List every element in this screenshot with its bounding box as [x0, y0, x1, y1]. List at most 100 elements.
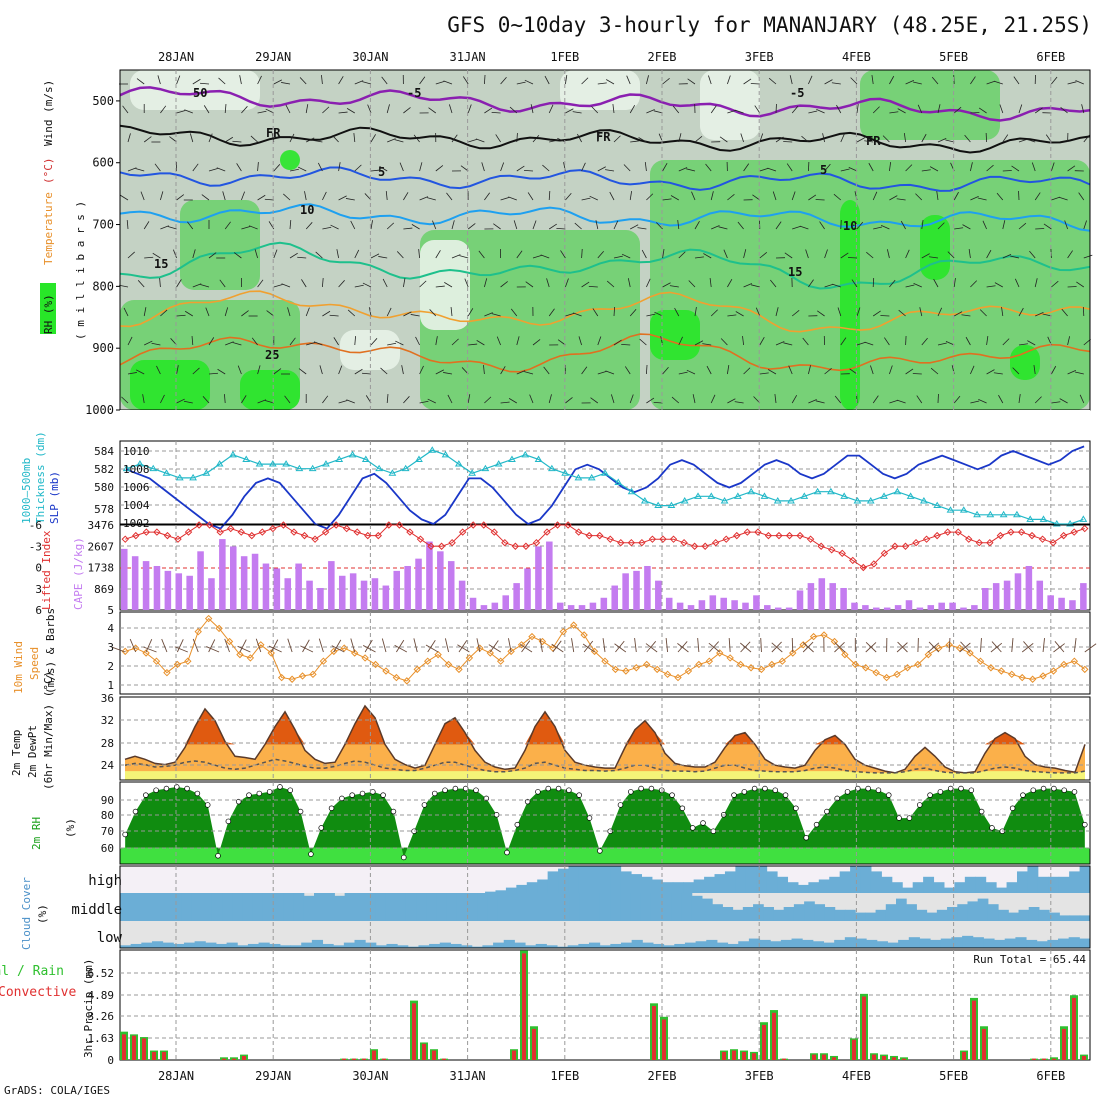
- wind-barb: [864, 341, 874, 346]
- wind-barb: [953, 191, 959, 201]
- wind-barb: [289, 337, 296, 346]
- lifted-index-point: [174, 535, 182, 543]
- cloud-bar: [477, 893, 489, 921]
- cloud-bar: [183, 942, 196, 948]
- wind-barb: [615, 640, 625, 653]
- wind-barb: [672, 105, 680, 114]
- wind-barb: [399, 162, 404, 172]
- precip-tick: 0: [107, 1054, 114, 1067]
- rh-point: [1061, 787, 1067, 793]
- cape-bar: [665, 597, 673, 610]
- thickness-point: [322, 460, 330, 467]
- wind-barb: [677, 641, 688, 653]
- cloud-bar: [568, 866, 580, 893]
- wind-speed-point: [935, 644, 943, 652]
- wind-speed-point: [319, 657, 328, 665]
- cloud-bar: [898, 939, 910, 948]
- wind-barb: [678, 371, 688, 375]
- cloud-bar: [485, 891, 496, 893]
- slp-tick: 1008: [123, 463, 150, 476]
- rh-point: [184, 785, 190, 792]
- cloud-bar: [567, 945, 579, 948]
- wind-barb: [338, 195, 347, 201]
- precip-tick: 3.26: [88, 1010, 115, 1023]
- precip-convective-bar: [512, 1050, 516, 1060]
- wind-barb: [160, 309, 168, 317]
- cape-bar: [818, 578, 826, 610]
- wind-barb: [144, 340, 153, 346]
- wind-barb: [313, 140, 323, 143]
- rh-region: [240, 370, 300, 410]
- cloud-bar: [933, 882, 945, 893]
- cloud-bar: [1004, 938, 1016, 948]
- wind-barb: [174, 646, 188, 653]
- cloud-bar: [467, 893, 478, 921]
- thickness-point: [893, 487, 902, 495]
- wind-barb: [451, 134, 458, 143]
- cloud-label: Cloud Cover: [20, 877, 33, 950]
- rh-point: [545, 785, 551, 792]
- cloud-bar: [247, 943, 260, 948]
- rh-point: [1040, 785, 1047, 792]
- lifted-index-point: [996, 531, 1005, 540]
- lifted-index-point: [743, 528, 752, 536]
- thickness-point: [827, 487, 835, 495]
- wind-barb: [727, 279, 733, 288]
- wind-barb: [241, 226, 251, 230]
- cape-bar: [480, 605, 488, 610]
- rh-point: [194, 790, 201, 797]
- wind-speed-point: [987, 664, 995, 672]
- wind-speed-point: [163, 668, 171, 677]
- wind-barb: [524, 371, 534, 375]
- wind-barb: [467, 223, 476, 230]
- wind-barb: [250, 135, 258, 143]
- cloud-bar: [793, 904, 805, 921]
- wind-barb: [239, 75, 242, 85]
- wind-barb: [662, 163, 668, 172]
- wind-barb: [301, 279, 307, 288]
- cape-bar: [317, 587, 324, 610]
- wind-barb: [671, 396, 680, 404]
- wind-barb: [137, 280, 145, 288]
- wind-speed-point: [277, 673, 286, 682]
- wind-speed-point: [121, 647, 129, 656]
- date-label-top: 28JAN: [158, 50, 194, 64]
- rh-region: [650, 310, 700, 360]
- wind-barb: [354, 335, 356, 346]
- lifted-index-point: [954, 528, 962, 536]
- rh-point: [772, 787, 779, 793]
- wind-barb: [641, 249, 647, 259]
- wind-barb: [905, 164, 913, 172]
- cape-bar: [1069, 600, 1076, 610]
- wind-barb: [370, 338, 378, 346]
- cloud-bar: [824, 907, 836, 921]
- li-tick: 6: [35, 604, 42, 617]
- wind-barb: [192, 283, 202, 288]
- wind-speed-point: [914, 660, 922, 669]
- wind-barb: [447, 394, 453, 404]
- wind-barb: [986, 249, 992, 259]
- temp-label-3: (6hr Min/Max) (°C): [42, 671, 55, 790]
- wind-barb: [850, 77, 858, 85]
- cloud-bar: [651, 879, 663, 893]
- wind-barb: [364, 639, 373, 653]
- cloud-bar: [456, 893, 468, 921]
- wind-barb: [249, 225, 258, 230]
- lifted-index-point: [469, 521, 477, 529]
- cloud-bar: [1069, 915, 1081, 921]
- wind-barb: [208, 372, 219, 375]
- wind-barb: [970, 195, 979, 201]
- cloud-bar: [497, 893, 509, 921]
- cloud-bar: [902, 887, 914, 893]
- cloud-bar: [1048, 876, 1060, 893]
- date-label-bottom: 4FEB: [842, 1069, 871, 1083]
- pressure-tick: 600: [92, 156, 114, 170]
- wind-barb: [119, 284, 129, 288]
- wind-barb: [898, 309, 906, 317]
- rh-point: [1020, 792, 1026, 798]
- wind-barb: [464, 278, 469, 288]
- precip-convective-bar: [652, 1006, 656, 1060]
- wind-barb: [864, 140, 874, 143]
- wind-barb: [419, 280, 427, 288]
- cloud-bar: [865, 912, 877, 921]
